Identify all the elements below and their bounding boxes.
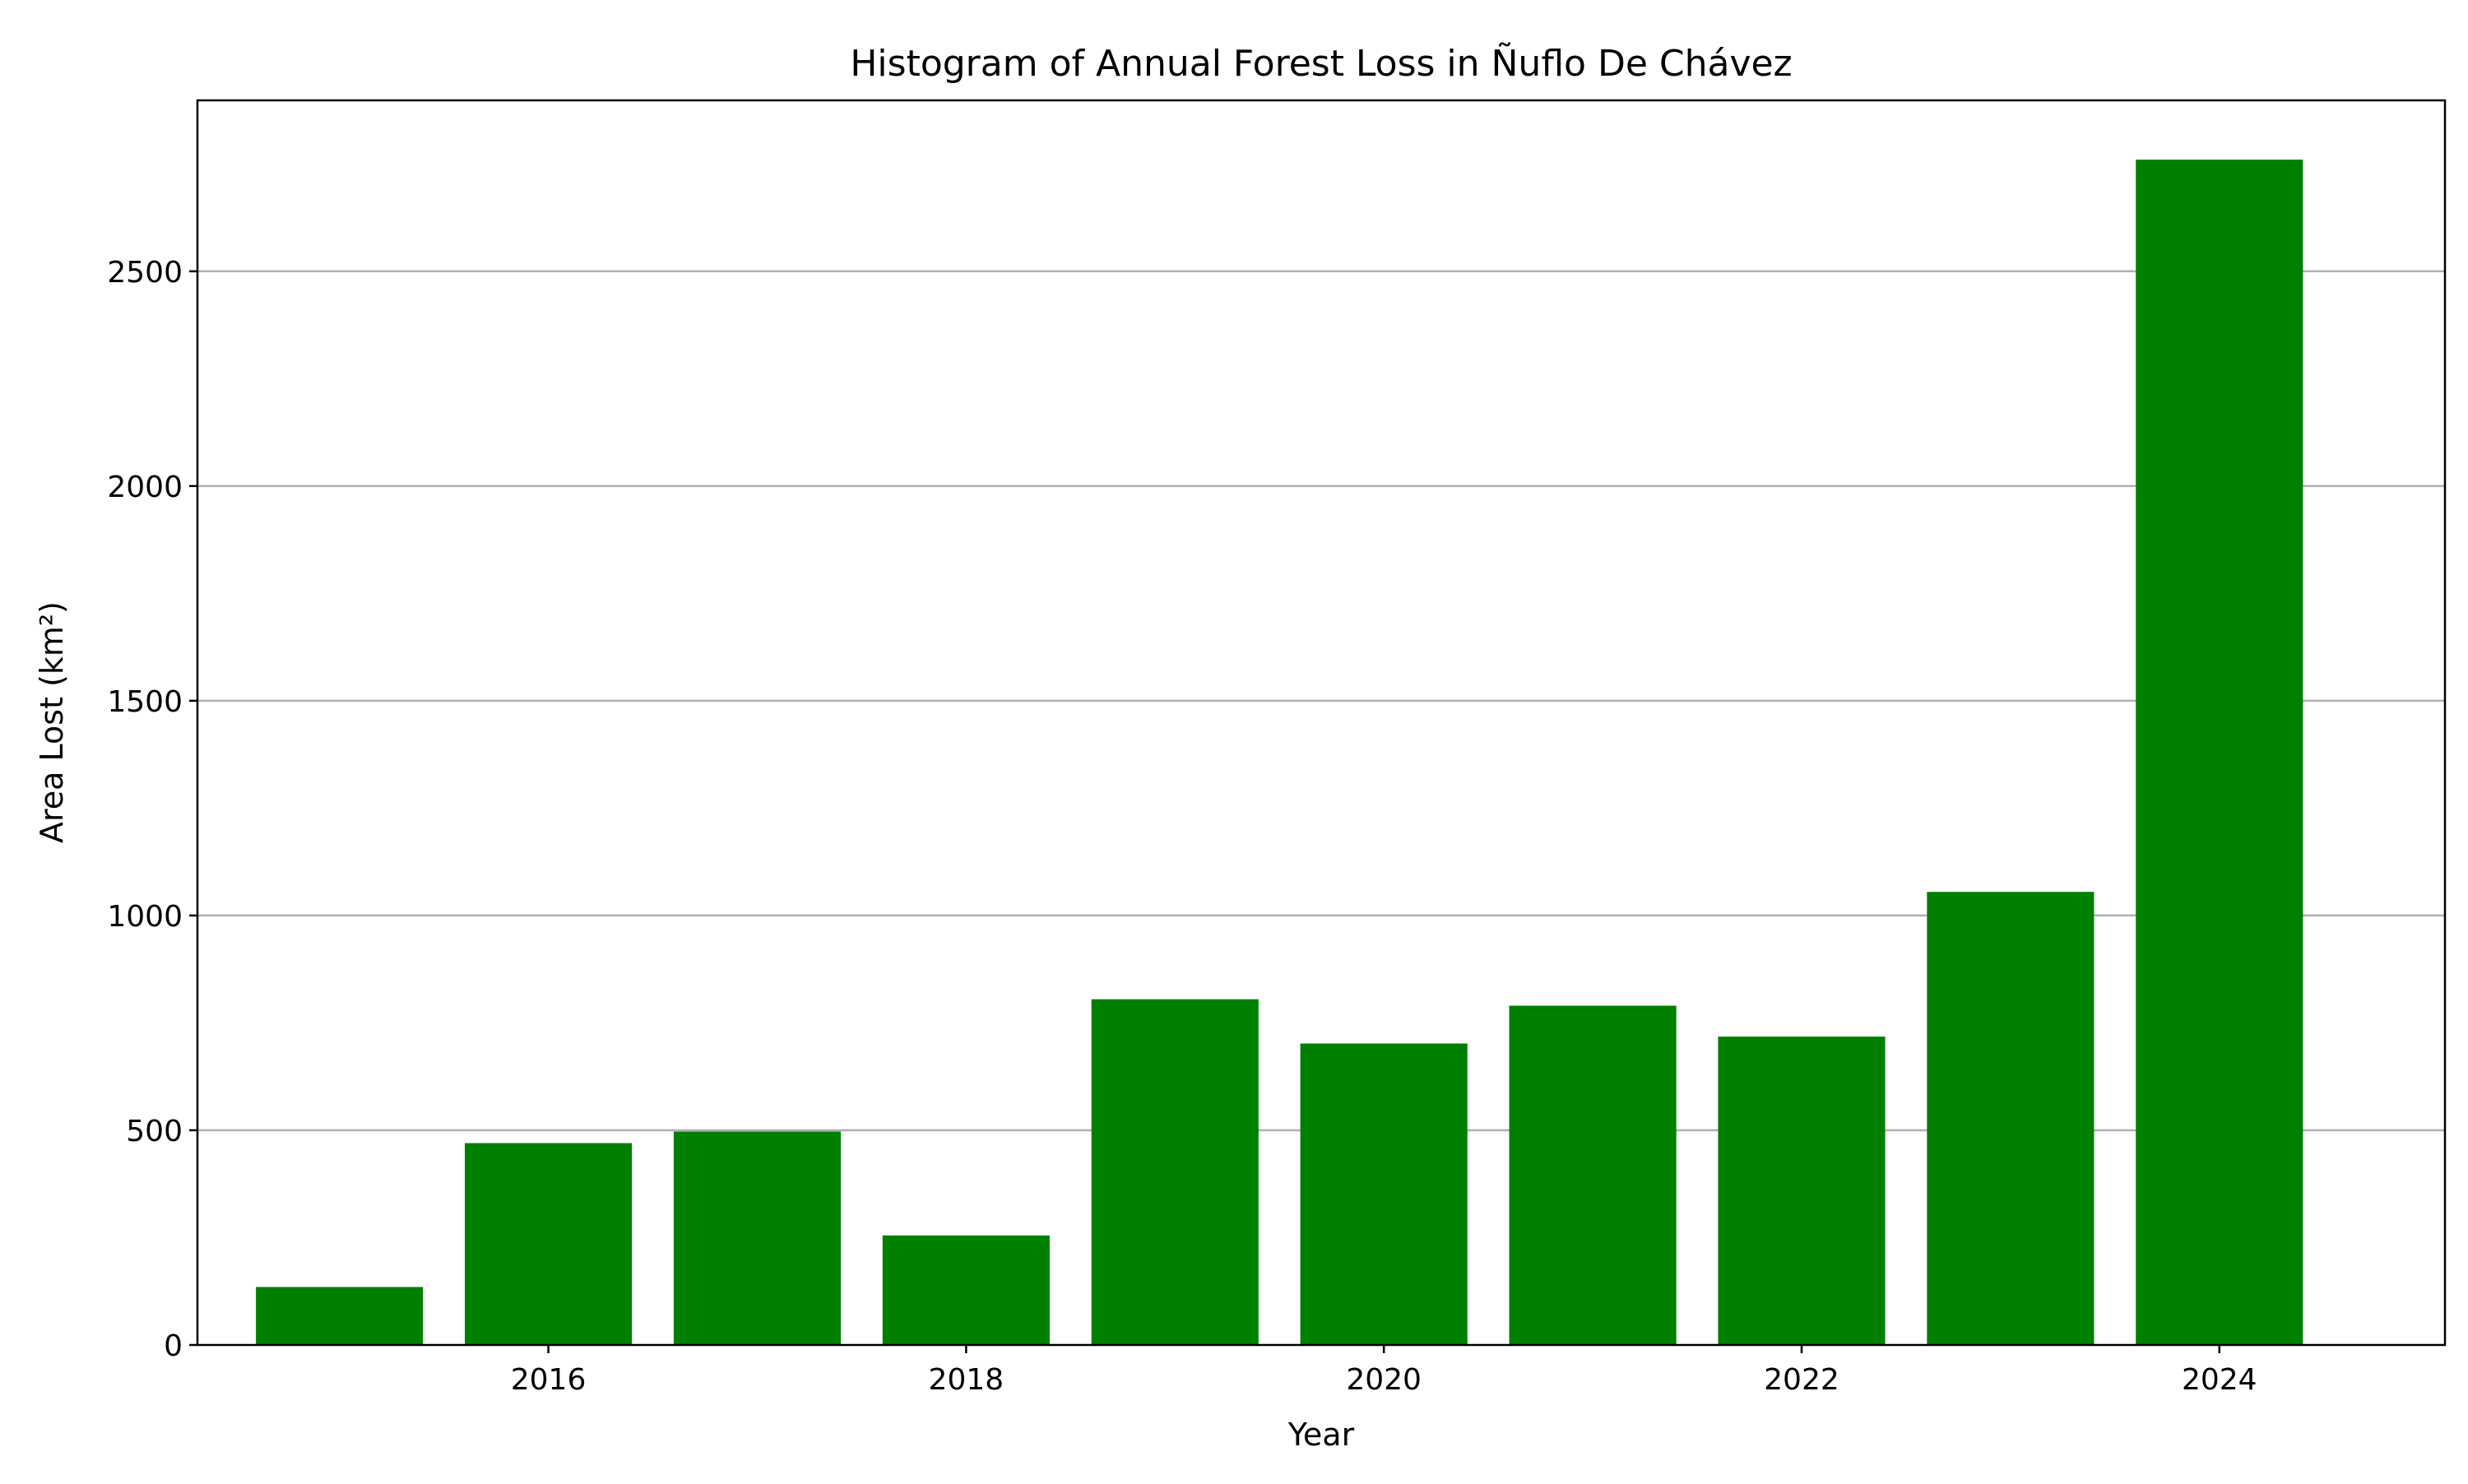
chart-title: Histogram of Annual Forest Loss in Ñuflo… <box>850 42 1792 85</box>
axis-ticks: 0 500 1000 1500 2000 2500 2016 2018 2020 2022 2024 <box>107 256 2257 1397</box>
y-tick-label-2500: 2500 <box>107 256 183 290</box>
bars <box>256 160 2303 1346</box>
x-tick-label-2022: 2022 <box>1764 1363 1839 1397</box>
bar-2021 <box>1509 1005 1677 1345</box>
x-axis-label: Year <box>1287 1417 1355 1453</box>
x-tick-label-2020: 2020 <box>1346 1363 1422 1397</box>
bar-2020 <box>1300 1043 1468 1345</box>
y-tick-label-0: 0 <box>164 1329 183 1363</box>
x-tick-label-2024: 2024 <box>2182 1363 2257 1397</box>
x-tick-label-2018: 2018 <box>929 1363 1004 1397</box>
bar-2022 <box>1718 1036 1886 1345</box>
y-axis-label: Area Lost (km²) <box>34 601 70 843</box>
bar-2016 <box>464 1143 633 1345</box>
plot-area-frame <box>196 99 2447 1347</box>
y-tick-label-2000: 2000 <box>107 471 183 504</box>
bar-2015 <box>256 1287 424 1345</box>
bar-2023 <box>1927 892 2095 1345</box>
bar-2019 <box>1091 999 1259 1345</box>
y-tick-label-1000: 1000 <box>107 900 183 934</box>
grid-lines <box>197 270 2445 1132</box>
bar-2024 <box>2136 160 2303 1346</box>
x-tick-label-2016: 2016 <box>511 1363 587 1397</box>
bar-2018 <box>882 1235 1050 1345</box>
y-tick-label-500: 500 <box>126 1115 183 1148</box>
y-tick-label-1500: 1500 <box>107 685 183 719</box>
bar-2017 <box>673 1131 842 1345</box>
